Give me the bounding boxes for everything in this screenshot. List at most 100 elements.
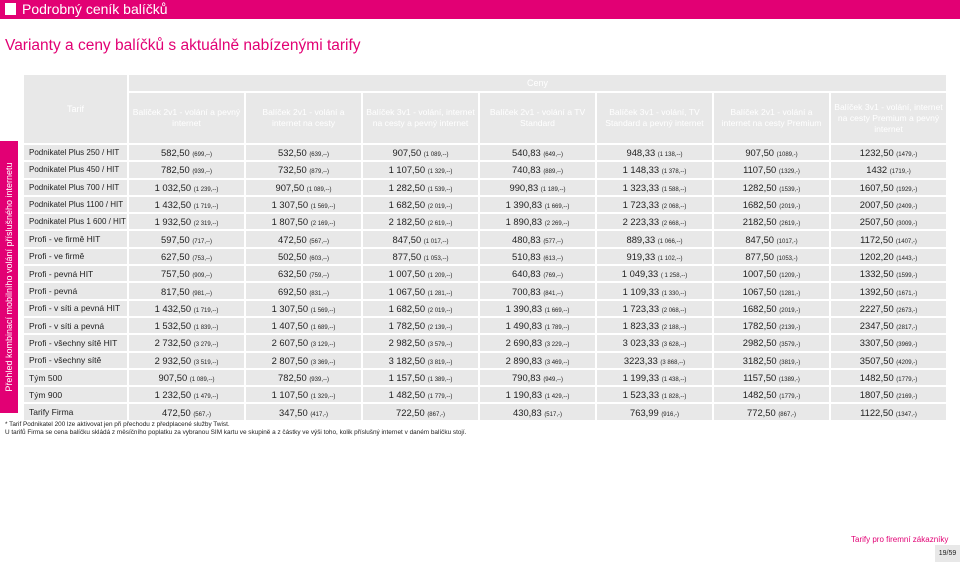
price-cell: 2 223,33 (2 668,--) [597,214,712,230]
table-row: Tarify Firma 472,50 (567,-) 347,50 (417,-)… [24,404,947,420]
price-cell: 732,50 (879,--) [246,162,361,178]
tariff-name: Tým 500 [24,369,127,386]
price-cell: 2227,50 (2673,-) [831,300,947,316]
price-without-vat: 1 148,33 [622,164,660,176]
price-without-vat: 1782,50 [742,320,777,332]
price-cell: 1 067,50 (1 281,--) [363,283,478,299]
price-without-vat: 2 890,83 [505,354,543,366]
price-with-vat: (4209,-) [896,359,918,366]
price-without-vat: 2982,50 [742,337,777,349]
price-cell: 740,83 (889,--) [480,162,595,178]
price-cell: 907,50 (1 089,--) [363,145,478,161]
price-cell: 3307,50 (3969,-) [831,335,947,351]
price-without-vat: 1607,50 [859,181,894,193]
price-cell: 1 823,33 (2 188,--) [597,317,712,334]
price-without-vat: 772,50 [747,406,776,418]
price-without-vat: 347,50 [279,406,308,418]
price-cell: 1172,50 (1407,-) [831,231,947,247]
price-without-vat: 472,50 [162,406,191,418]
price-cell: 2347,50 (2817,-) [831,317,947,334]
price-cell: 1 190,83 (1 429,--) [480,387,595,403]
vertical-side-label: Přehled kombinací mobilního volání přísl… [0,141,18,413]
table-row: Podnikatel Plus 1100 / HIT 1 432,50 (1 71… [24,196,947,213]
price-without-vat: 1 390,83 [505,302,543,314]
price-without-vat: 889,33 [626,233,656,245]
price-cell: 919,33 (1 102,--) [597,248,712,265]
price-cell: 763,99 (916,-) [597,404,712,420]
price-cell: 1682,50 (2019,-) [714,196,829,213]
price-with-vat: (1407,-) [895,238,917,245]
price-without-vat: 2507,50 [859,216,894,228]
price-with-vat: (3 129,--) [310,342,336,349]
table-row: Profi - všechny sítě HIT 2 732,50 (3 279,… [24,335,947,351]
table-row: Podnikatel Plus 700 / HIT 1 032,50 (1 239… [24,179,947,195]
price-with-vat: (1389,-) [778,377,800,383]
price-cell: 1122,50 (1347,-) [831,404,947,420]
price-with-vat: (3 819,--) [427,359,453,366]
price-without-vat: 692,50 [278,285,307,297]
price-cell: 1332,50 (1599,-) [831,266,947,282]
price-cell: 1482,50 (1779,-) [714,387,829,403]
price-with-vat: (3 469,--) [544,359,570,366]
price-with-vat: (1 330,--) [661,290,687,297]
price-without-vat: 817,50 [161,285,190,297]
page-title: Podrobný ceník balíčků [22,1,168,17]
price-without-vat: 919,33 [626,250,656,262]
price-cell: 472,50 (567,-) [129,404,244,420]
price-cell: 1 390,83 (1 669,--) [480,300,595,316]
table-row: Podnikatel Plus 450 / HIT 782,50 (939,--)… [24,162,947,178]
price-with-vat: (1209,-) [779,273,801,280]
price-with-vat: (2673,-) [896,307,918,314]
price-without-vat: 1 107,50 [388,164,426,176]
price-cell: 889,33 (1 066,--) [597,231,712,247]
price-with-vat: (3 628,--) [661,342,687,349]
price-without-vat: 907,50 [275,181,305,193]
price-cell: 1 107,50 (1 329,--) [363,162,478,178]
price-without-vat: 757,50 [161,268,190,280]
price-without-vat: 2182,50 [742,216,777,228]
price-without-vat: 582,50 [161,147,190,159]
table-row: Tým 500 907,50 (1 089,--) 782,50 (939,--) 1… [24,369,947,386]
price-with-vat: (1599,-) [896,273,918,280]
price-with-vat: (2409,-) [896,204,918,211]
price-cell: 1157,50 (1389,-) [714,369,829,386]
price-with-vat: (1779,-) [896,377,918,383]
tariff-name: Profi - všechny sítě HIT [24,335,127,351]
price-with-vat: (1 669,--) [544,307,570,314]
price-cell: 1 232,50 (1 479,--) [129,387,244,403]
price-without-vat: 540,83 [512,147,541,159]
price-with-vat: (603,--) [309,255,329,262]
price-without-vat: 510,83 [512,250,541,262]
price-without-vat: 597,50 [161,233,190,245]
price-without-vat: 1122,50 [860,406,894,418]
price-with-vat: (841,--) [543,290,563,297]
price-with-vat: (2 668,--) [661,221,687,228]
price-without-vat: 907,50 [392,147,422,159]
price-with-vat: (1539,-) [779,186,801,193]
price-without-vat: 1482,50 [859,372,894,383]
price-with-vat: (717,--) [192,238,212,245]
price-cell: 1 723,33 (2 068,--) [597,196,712,213]
tariff-name: Profi - ve firmě [24,248,127,265]
price-without-vat: 532,50 [278,147,307,159]
price-cell: 532,50 (639,--) [246,145,361,161]
price-with-vat: (949,--) [543,377,563,383]
price-without-vat: 763,99 [630,406,659,418]
price-cell: 907,50 (1089,-) [714,145,829,161]
price-cell: 1232,50 (1479,-) [831,145,947,161]
price-table-body: Podnikatel Plus 250 / HIT 582,50 (699,--)… [24,145,947,420]
price-cell: 1 049,33 ( 1 258,--) [597,266,712,282]
price-with-vat: (909,--) [192,273,212,280]
price-cell: 2 932,50 (3 519,--) [129,352,244,368]
price-cell: 502,50 (603,--) [246,248,361,265]
price-without-vat: 1392,50 [859,285,894,297]
price-with-vat: (981,--) [192,290,212,297]
price-without-vat: 640,83 [512,268,541,280]
price-cell: 877,50 (1053,-) [714,248,829,265]
footer-brand: Tarify pro firemní zákazníky [851,535,949,544]
package-header: Balíček 2v1 - volání a TV Standard [480,93,595,143]
price-cell: 790,83 (949,--) [480,369,595,386]
price-cell: 2 982,50 (3 579,--) [363,335,478,351]
price-without-vat: 1 107,50 [271,389,309,401]
price-without-vat: 1682,50 [742,302,777,314]
